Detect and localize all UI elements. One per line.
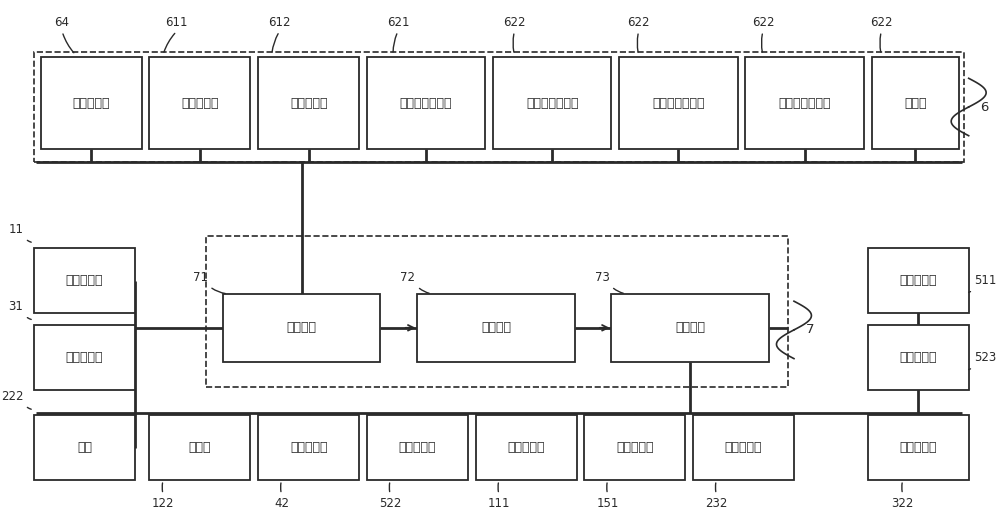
Text: 622: 622 xyxy=(752,16,774,29)
Text: 151: 151 xyxy=(596,497,619,510)
Text: 222: 222 xyxy=(1,390,23,403)
Bar xyxy=(693,415,794,480)
Text: 612: 612 xyxy=(268,16,291,29)
Text: 73: 73 xyxy=(595,271,610,284)
Text: 7: 7 xyxy=(806,324,814,336)
Bar xyxy=(619,57,738,149)
Text: 42: 42 xyxy=(274,497,289,510)
Text: 压力传感器: 压力传感器 xyxy=(72,97,110,110)
Text: 采集模块: 采集模块 xyxy=(287,322,317,334)
Bar xyxy=(223,294,380,362)
Text: 第八电磁阀: 第八电磁阀 xyxy=(899,274,937,287)
Text: 523: 523 xyxy=(974,351,997,364)
Text: 322: 322 xyxy=(891,497,914,510)
Text: 第一电磁阀: 第一电磁阀 xyxy=(290,441,327,454)
Text: 11: 11 xyxy=(8,223,23,236)
Text: 第四电磁阀: 第四电磁阀 xyxy=(616,441,654,454)
Text: 第二电磁阀: 第二电磁阀 xyxy=(399,441,436,454)
Text: 72: 72 xyxy=(400,271,415,284)
Text: 611: 611 xyxy=(165,16,188,29)
Text: 111: 111 xyxy=(488,497,510,510)
Text: 第一转速传感器: 第一转速传感器 xyxy=(400,97,452,110)
Bar xyxy=(34,325,135,390)
Text: 64: 64 xyxy=(55,16,70,29)
Bar xyxy=(367,57,485,149)
Text: 621: 621 xyxy=(387,16,409,29)
Bar xyxy=(493,57,611,149)
Bar xyxy=(258,57,359,149)
Bar xyxy=(41,57,142,149)
Text: 第二液位计: 第二液位计 xyxy=(290,97,327,110)
Text: 流量计: 流量计 xyxy=(904,97,927,110)
Text: 第三电磁阀: 第三电磁阀 xyxy=(507,441,545,454)
Text: 第六电磁阀: 第六电磁阀 xyxy=(899,441,937,454)
Bar xyxy=(367,415,468,480)
Text: 判断模块: 判断模块 xyxy=(481,322,511,334)
Text: 第七电磁阀: 第七电磁阀 xyxy=(899,351,937,364)
Text: 6: 6 xyxy=(980,101,989,113)
Text: 522: 522 xyxy=(379,497,401,510)
Text: 31: 31 xyxy=(8,300,23,313)
Bar xyxy=(868,248,969,313)
Text: 第一定量泵: 第一定量泵 xyxy=(66,274,103,287)
Text: 第二转速传感器: 第二转速传感器 xyxy=(526,97,579,110)
Text: 232: 232 xyxy=(705,497,727,510)
Bar xyxy=(34,248,135,313)
Bar xyxy=(149,415,250,480)
Text: 第五电磁阀: 第五电磁阀 xyxy=(725,441,762,454)
Bar xyxy=(34,415,135,480)
Bar xyxy=(34,52,964,162)
Bar xyxy=(206,236,788,387)
Bar xyxy=(872,57,959,149)
Text: 511: 511 xyxy=(974,274,997,287)
Text: 控制模块: 控制模块 xyxy=(675,322,705,334)
Text: 电机: 电机 xyxy=(77,441,92,454)
Text: 第一温度传感器: 第一温度传感器 xyxy=(652,97,705,110)
Bar xyxy=(745,57,864,149)
Bar xyxy=(584,415,685,480)
Text: 622: 622 xyxy=(503,16,526,29)
Text: 622: 622 xyxy=(870,16,893,29)
Text: 71: 71 xyxy=(193,271,208,284)
Text: 622: 622 xyxy=(627,16,650,29)
Text: 第一液位计: 第一液位计 xyxy=(181,97,219,110)
Bar xyxy=(417,294,575,362)
Bar xyxy=(611,294,769,362)
Text: 第二温度传感器: 第二温度传感器 xyxy=(778,97,831,110)
Bar xyxy=(476,415,577,480)
Bar xyxy=(868,325,969,390)
Text: 第二定量泵: 第二定量泵 xyxy=(66,351,103,364)
Text: 122: 122 xyxy=(152,497,174,510)
Text: 加热件: 加热件 xyxy=(189,441,211,454)
Bar xyxy=(149,57,250,149)
Bar xyxy=(868,415,969,480)
Bar xyxy=(258,415,359,480)
